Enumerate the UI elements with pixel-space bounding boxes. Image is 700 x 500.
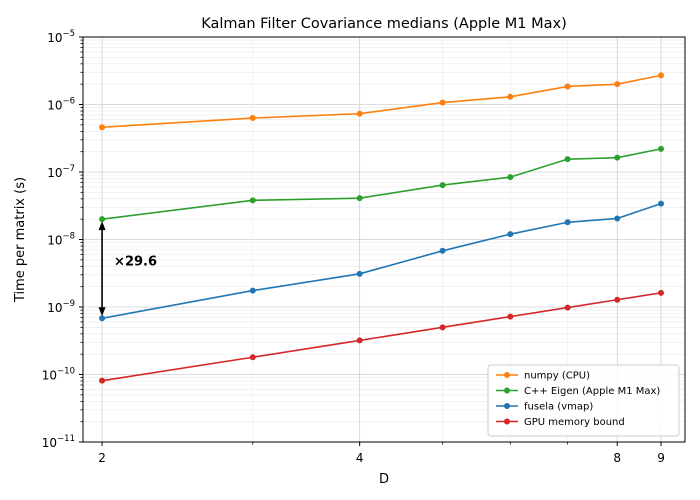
y-tick-label: 10−11 bbox=[42, 434, 75, 450]
data-point bbox=[99, 124, 106, 131]
data-point bbox=[356, 337, 363, 344]
data-point bbox=[356, 195, 363, 202]
data-point bbox=[658, 289, 665, 296]
legend-box bbox=[487, 364, 680, 437]
data-point bbox=[249, 354, 256, 361]
legend-marker bbox=[504, 372, 510, 378]
series-layer bbox=[99, 72, 665, 384]
y-axis-label: Time per matrix (s) bbox=[13, 177, 28, 303]
y-tick-label: 10−9 bbox=[47, 299, 75, 315]
series-line bbox=[102, 74, 662, 129]
y-tick-label: 10−5 bbox=[47, 29, 75, 45]
legend-marker bbox=[504, 418, 510, 425]
y-tick-label: 10−10 bbox=[42, 367, 75, 383]
data-point bbox=[249, 115, 256, 122]
grid bbox=[83, 36, 685, 443]
x-tick-label: 8 bbox=[613, 451, 621, 465]
data-point bbox=[356, 110, 363, 117]
data-point bbox=[614, 215, 621, 222]
data-point bbox=[658, 200, 665, 207]
annotation-arrowhead-bottom bbox=[98, 307, 106, 317]
data-point bbox=[564, 156, 571, 163]
ticks: 2 4 8 9 10−11 10−10 10−9 10−8 10−7 10−6 10−5 bbox=[42, 29, 665, 465]
chart-title: Kalman Filter Covariance medians (Apple … bbox=[201, 16, 567, 32]
data-point bbox=[439, 99, 446, 106]
y-tick-label: 10−6 bbox=[47, 97, 75, 113]
data-point bbox=[99, 377, 106, 384]
y-tick-label: 10−7 bbox=[47, 164, 75, 180]
legend-label: GPU memory bound bbox=[524, 417, 625, 428]
data-point bbox=[507, 313, 514, 320]
data-point bbox=[249, 197, 256, 204]
y-tick-label: 10−8 bbox=[47, 232, 75, 248]
data-point bbox=[439, 324, 446, 331]
legend-label: C++ Eigen (Apple M1 Max) bbox=[524, 386, 660, 397]
x-tick-label: 4 bbox=[356, 451, 364, 465]
legend-label: fusela (vmap) bbox=[524, 402, 593, 413]
annotation-layer: ×29.6 bbox=[98, 221, 157, 317]
series-line bbox=[101, 202, 662, 320]
data-point bbox=[439, 247, 446, 254]
legend-label: numpy (CPU) bbox=[524, 371, 590, 382]
data-point bbox=[564, 83, 571, 90]
annotation-label: ×29.6 bbox=[114, 255, 157, 270]
x-tick-label: 2 bbox=[98, 451, 106, 465]
data-point bbox=[658, 145, 665, 152]
x-axis-label: D bbox=[379, 472, 389, 487]
data-point bbox=[249, 287, 256, 294]
data-point bbox=[507, 174, 514, 181]
data-point bbox=[564, 219, 571, 226]
legend: numpy (CPU) C++ Eigen (Apple M1 Max) fusel… bbox=[487, 364, 680, 437]
data-point bbox=[507, 231, 514, 238]
data-point bbox=[99, 216, 106, 223]
data-point bbox=[564, 304, 571, 311]
data-point bbox=[439, 182, 446, 189]
series-line bbox=[101, 292, 662, 382]
data-point bbox=[614, 154, 621, 161]
series-line bbox=[101, 148, 662, 220]
data-point bbox=[356, 270, 363, 277]
annotation-arrowhead-top bbox=[98, 221, 106, 231]
data-point bbox=[507, 93, 514, 100]
legend-marker bbox=[504, 387, 510, 394]
x-tick-label: 9 bbox=[657, 451, 665, 465]
data-point bbox=[658, 72, 665, 79]
legend-marker bbox=[504, 403, 510, 409]
data-point bbox=[614, 296, 621, 303]
data-point bbox=[99, 315, 106, 322]
data-point bbox=[614, 81, 621, 88]
